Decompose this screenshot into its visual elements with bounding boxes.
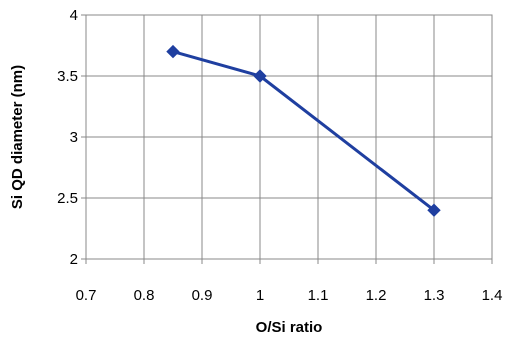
grid-lines [86,15,492,259]
x-tick-label: 0.9 [192,287,213,304]
x-tick-label: 1.3 [424,287,445,304]
y-tick-label: 3.5 [57,68,78,85]
x-tick-label: 1.1 [308,287,329,304]
data-point-marker [253,69,267,83]
data-point-marker [427,203,441,217]
x-tick-label: 0.8 [134,287,155,304]
series-group [166,44,441,217]
x-axis-title: O/Si ratio [256,319,323,336]
y-tick-label: 2.5 [57,190,78,207]
y-tick-label: 2 [70,251,78,268]
x-axis-ticks: 0.7 0.8 0.9 1 1.1 1.2 1.3 1.4 [76,259,503,304]
y-tick-label: 3 [70,129,78,146]
data-point-marker [166,44,180,59]
x-tick-label: 1.4 [482,287,503,304]
x-tick-label: 1.2 [366,287,387,304]
x-tick-label: 0.7 [76,287,97,304]
y-axis-title: Si QD diameter (nm) [9,65,26,209]
y-axis-ticks: 2 2.5 3 3.5 4 [57,7,86,268]
y-tick-label: 4 [70,7,78,24]
x-tick-label: 1 [256,287,264,304]
